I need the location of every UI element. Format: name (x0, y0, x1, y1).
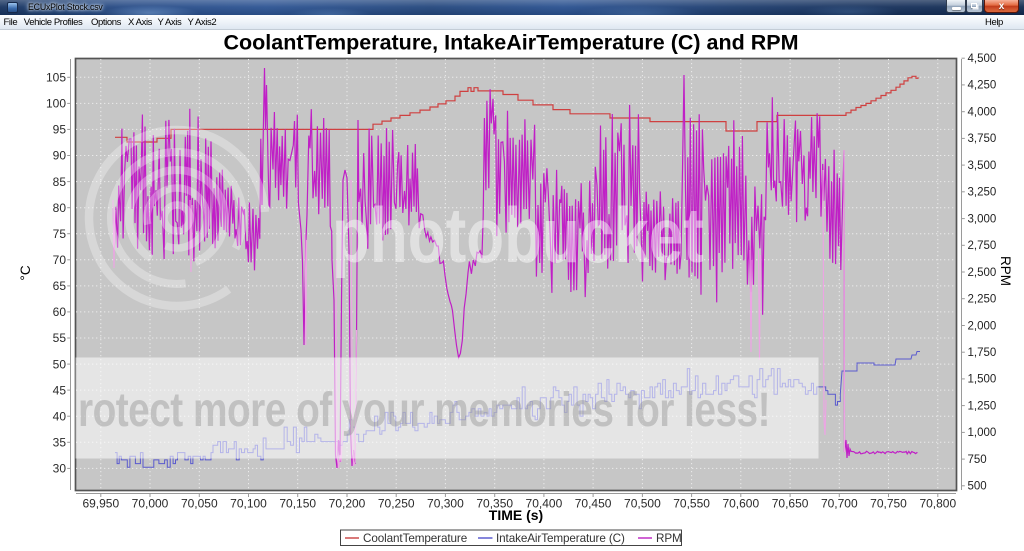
svg-text:95: 95 (53, 123, 67, 137)
svg-text:RPM: RPM (656, 532, 682, 545)
svg-text:CoolantTemperature: CoolantTemperature (363, 532, 467, 545)
svg-text:80: 80 (53, 201, 67, 215)
svg-text:70,600: 70,600 (722, 497, 759, 511)
svg-text:500: 500 (968, 481, 987, 493)
svg-text:4,500: 4,500 (968, 53, 997, 65)
svg-text:1,750: 1,750 (968, 347, 997, 359)
svg-text:69,950: 69,950 (82, 497, 119, 511)
svg-text:40: 40 (53, 409, 67, 423)
svg-text:70,150: 70,150 (279, 497, 316, 511)
svg-text:2,250: 2,250 (968, 294, 997, 306)
svg-text:1,000: 1,000 (968, 427, 997, 439)
svg-text:4,000: 4,000 (968, 107, 997, 119)
svg-text:TIME (s): TIME (s) (489, 507, 543, 523)
svg-text:CoolantTemperature, IntakeAirT: CoolantTemperature, IntakeAirTemperature… (223, 31, 798, 55)
svg-text:1,250: 1,250 (968, 400, 997, 412)
svg-text:rotect more of your memories f: rotect more of your memories for less! (78, 384, 770, 437)
svg-text:4,250: 4,250 (968, 80, 997, 92)
svg-text:70,300: 70,300 (427, 497, 464, 511)
svg-text:105: 105 (46, 71, 66, 85)
svg-text:70: 70 (53, 253, 67, 267)
svg-text:RPM: RPM (998, 256, 1013, 286)
svg-text:100: 100 (46, 97, 66, 111)
svg-text:50: 50 (53, 357, 67, 371)
svg-text:30: 30 (53, 462, 67, 476)
svg-text:70,450: 70,450 (575, 497, 612, 511)
svg-text:70,700: 70,700 (821, 497, 858, 511)
svg-text:2,500: 2,500 (968, 267, 997, 279)
svg-text:2,000: 2,000 (968, 320, 997, 332)
svg-text:70,350: 70,350 (476, 497, 513, 511)
svg-text:2,750: 2,750 (968, 240, 997, 252)
svg-text:3,750: 3,750 (968, 133, 997, 145)
svg-text:85: 85 (53, 175, 67, 189)
svg-text:70,250: 70,250 (378, 497, 415, 511)
svg-text:°C: °C (18, 265, 33, 280)
svg-text:90: 90 (53, 149, 67, 163)
svg-text:60: 60 (53, 305, 67, 319)
svg-text:70,400: 70,400 (526, 497, 563, 511)
svg-text:750: 750 (968, 454, 987, 466)
svg-text:55: 55 (53, 331, 67, 345)
svg-text:70,550: 70,550 (673, 497, 710, 511)
svg-text:IntakeAirTemperature (C): IntakeAirTemperature (C) (496, 532, 625, 545)
svg-text:3,250: 3,250 (968, 187, 997, 199)
svg-text:3,000: 3,000 (968, 213, 997, 225)
svg-text:70,050: 70,050 (181, 497, 218, 511)
svg-text:70,100: 70,100 (230, 497, 267, 511)
svg-text:3,500: 3,500 (968, 160, 997, 172)
svg-text:35: 35 (53, 436, 67, 450)
svg-text:70,750: 70,750 (870, 497, 907, 511)
svg-text:photobucket: photobucket (332, 191, 704, 278)
svg-text:70,800: 70,800 (919, 497, 956, 511)
svg-text:70,200: 70,200 (329, 497, 366, 511)
svg-text:65: 65 (53, 279, 67, 293)
svg-text:70,000: 70,000 (132, 497, 169, 511)
svg-text:45: 45 (53, 383, 67, 397)
svg-text:70,650: 70,650 (772, 497, 809, 511)
svg-text:75: 75 (53, 227, 67, 241)
svg-text:1,500: 1,500 (968, 374, 997, 386)
svg-text:70,500: 70,500 (624, 497, 661, 511)
